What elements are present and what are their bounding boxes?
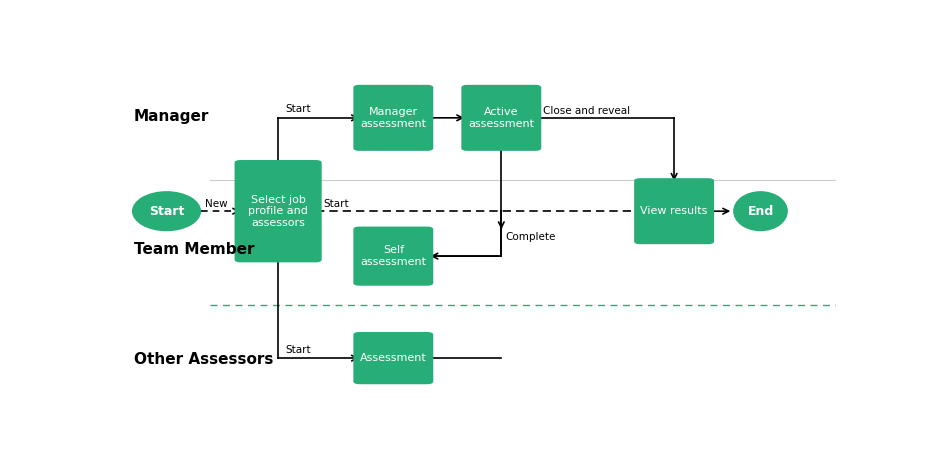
FancyBboxPatch shape <box>353 227 432 286</box>
FancyBboxPatch shape <box>353 332 432 384</box>
Ellipse shape <box>732 191 787 231</box>
Text: Assessment: Assessment <box>359 353 426 363</box>
Text: Close and reveal: Close and reveal <box>542 106 629 116</box>
Text: Complete: Complete <box>505 232 555 242</box>
Text: New: New <box>204 199 227 209</box>
Text: View results: View results <box>639 206 707 216</box>
Text: Start: Start <box>323 199 348 209</box>
Text: Start: Start <box>285 345 311 355</box>
FancyBboxPatch shape <box>461 85 541 151</box>
Text: Manager: Manager <box>134 109 210 123</box>
Ellipse shape <box>132 191 200 231</box>
Text: Start: Start <box>148 205 184 218</box>
FancyBboxPatch shape <box>234 160 321 262</box>
FancyBboxPatch shape <box>634 178 714 244</box>
Text: Active
assessment: Active assessment <box>468 107 534 129</box>
Text: Start: Start <box>285 104 311 114</box>
Text: Other Assessors: Other Assessors <box>134 352 273 367</box>
Text: Self
assessment: Self assessment <box>360 245 426 267</box>
Text: Team Member: Team Member <box>134 242 254 257</box>
FancyBboxPatch shape <box>353 85 432 151</box>
Text: Select job
profile and
assessors: Select job profile and assessors <box>248 194 308 228</box>
Text: End: End <box>746 205 773 218</box>
Text: Manager
assessment: Manager assessment <box>360 107 426 129</box>
